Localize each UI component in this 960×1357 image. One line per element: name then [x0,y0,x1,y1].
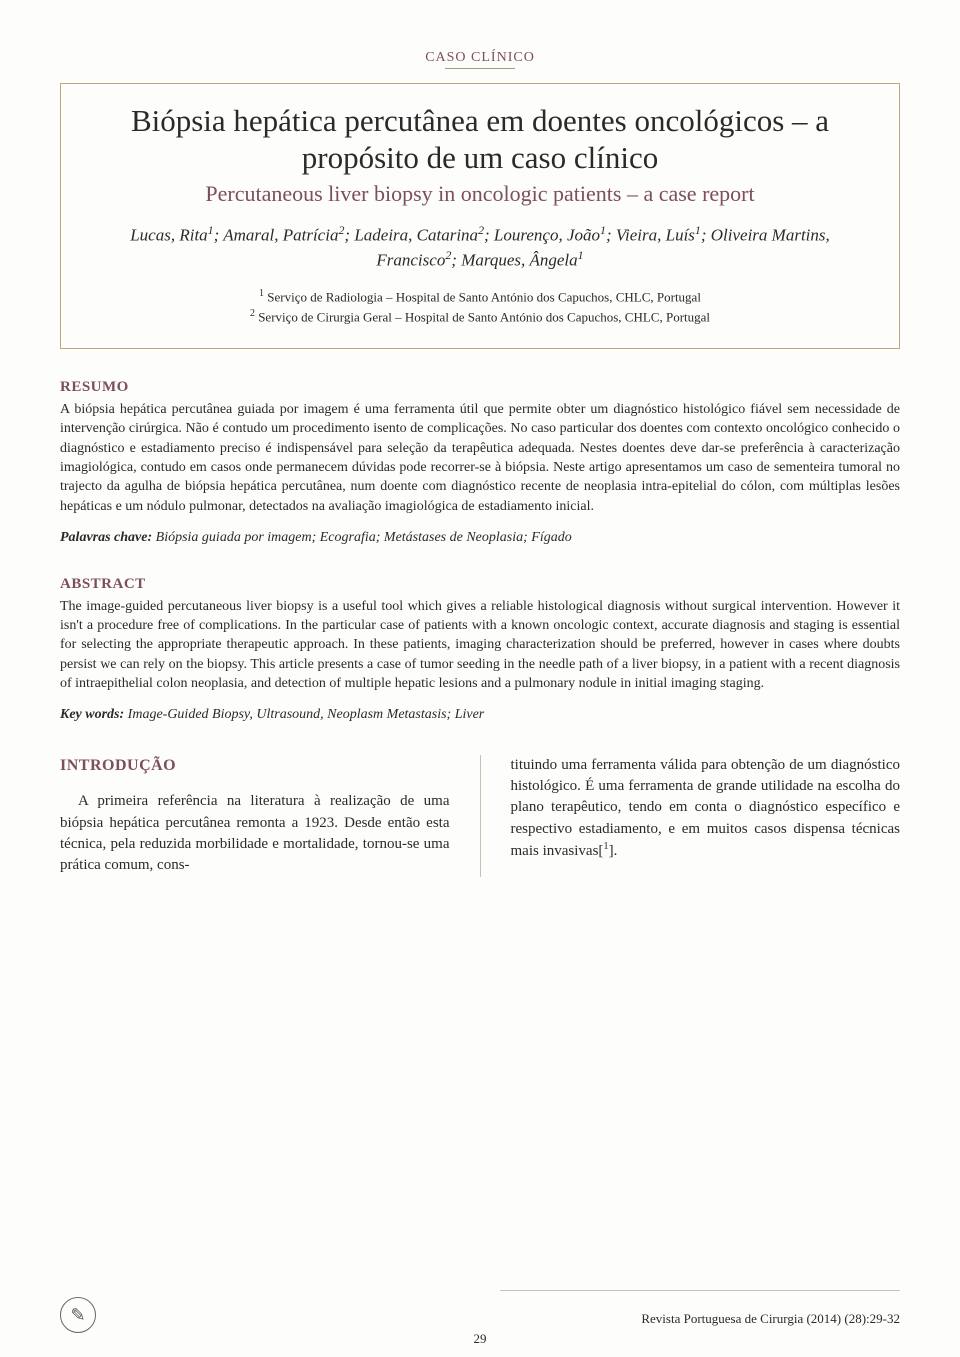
page-number: 29 [0,1331,960,1347]
resumo-section: RESUMO A biópsia hepática percutânea gui… [60,379,900,547]
affiliations: 1 Serviço de Radiologia – Hospital de Sa… [91,287,869,326]
abstract-section: ABSTRACT The image-guided percutaneous l… [60,576,900,725]
article-title-en: Percutaneous liver biopsy in oncologic p… [91,180,869,208]
abstract-body: The image-guided percutaneous liver biop… [60,597,900,694]
key-words: Key words: Image-Guided Biopsy, Ultrasou… [60,705,900,725]
category-underline [445,68,515,69]
journal-reference: Revista Portuguesa de Cirurgia (2014) (2… [641,1311,900,1327]
abstract-heading: ABSTRACT [60,576,900,593]
authors-list: Lucas, Rita1; Amaral, Patrícia2; Ladeira… [91,222,869,273]
page-footer: ✎ Revista Portuguesa de Cirurgia (2014) … [60,1290,900,1327]
introduction-section: INTRODUÇÃO A primeira referência na lite… [60,755,900,877]
intro-column-right: tituindo uma ferramenta válida para obte… [511,755,901,877]
intro-text-right: tituindo uma ferramenta válida para obte… [511,755,901,862]
resumo-heading: RESUMO [60,379,900,396]
title-box: Biópsia hepática percutânea em doentes o… [60,83,900,349]
keywords-values: Image-Guided Biopsy, Ultrasound, Neoplas… [124,707,484,722]
affiliation-1: Serviço de Radiologia – Hospital de Sant… [267,289,701,304]
footer-rule [500,1290,900,1291]
affiliation-2: Serviço de Cirurgia Geral – Hospital de … [258,309,710,324]
pen-icon: ✎ [60,1297,96,1333]
palavras-chave: Palavras chave: Biópsia guiada por image… [60,528,900,548]
keywords-label: Key words: [60,707,124,722]
intro-heading: INTRODUÇÃO [60,755,450,778]
intro-column-left: INTRODUÇÃO A primeira referência na lite… [60,755,450,877]
palavras-label: Palavras chave: [60,530,152,545]
palavras-values: Biópsia guiada por imagem; Ecografia; Me… [152,530,572,545]
resumo-body: A biópsia hepática percutânea guiada por… [60,400,900,516]
column-divider [480,755,481,877]
article-title-pt: Biópsia hepática percutânea em doentes o… [91,102,869,176]
category-label: CASO CLÍNICO [60,50,900,66]
intro-text-left: A primeira referência na literatura à re… [60,791,450,876]
